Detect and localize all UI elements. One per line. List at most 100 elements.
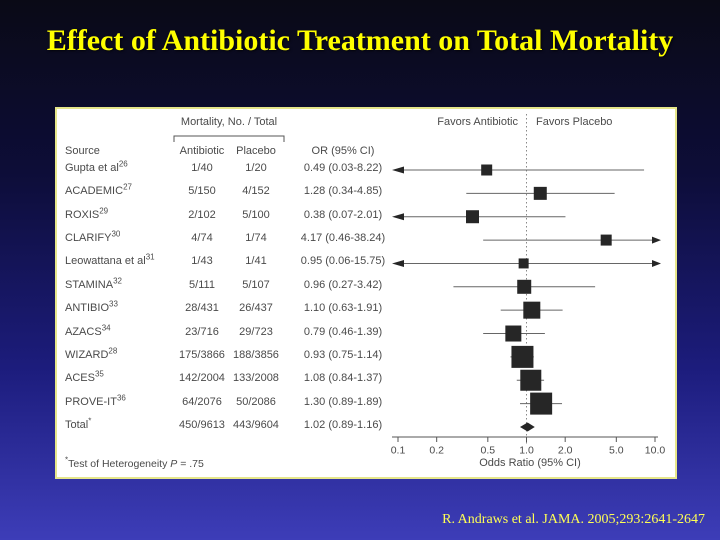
antibiotic-cell: 1/43	[191, 255, 213, 268]
table-row: Leowattana et al31 1/43 1/41 0.95 (0.06-15.…	[57, 252, 407, 271]
table-row: ACADEMIC27 5/150 4/152 1.28 (0.34-4.85)	[57, 182, 407, 201]
source-cell: Total*	[65, 416, 92, 431]
column-header-or: OR (95% CI)	[311, 145, 375, 157]
table-row: ROXIS29 2/102 5/100 0.38 (0.07-2.01)	[57, 206, 407, 225]
x-axis-tick-label: 10.0	[645, 445, 666, 457]
or-ci-cell: 0.95 (0.06-15.75)	[300, 255, 386, 268]
x-axis-tick-label: 1.0	[519, 445, 534, 457]
slide-title: Effect of Antibiotic Treatment on Total …	[46, 24, 674, 57]
column-header-source: Source	[65, 145, 100, 157]
placebo-cell: 1/74	[245, 232, 267, 245]
or-ci-cell: 1.10 (0.63-1.91)	[303, 302, 383, 315]
forest-plot-panel: Mortality, No. / Total Favors Antibiotic…	[55, 107, 677, 479]
or-ci-cell: 1.28 (0.34-4.85)	[303, 185, 383, 198]
table-row: STAMINA32 5/111 5/107 0.96 (0.27-3.42)	[57, 276, 407, 295]
source-cell: STAMINA32	[65, 276, 122, 291]
placebo-cell: 4/152	[242, 185, 270, 198]
table-header-row: Source Antibiotic Placebo OR (95% CI)	[57, 145, 407, 161]
placebo-cell: 443/9604	[233, 419, 279, 431]
or-ci-cell: 0.38 (0.07-2.01)	[303, 208, 383, 221]
table-row: CLARIFY30 4/74 1/74 4.17 (0.46-38.24)	[57, 229, 407, 248]
reference-superscript: 28	[108, 346, 118, 356]
placebo-cell: 133/2008	[233, 372, 279, 385]
table-row-total: Total* 450/9613 443/9604 1.02 (0.89-1.16)	[57, 416, 407, 435]
reference-superscript: 33	[109, 299, 118, 309]
or-point-square	[517, 279, 532, 294]
antibiotic-cell: 5/111	[189, 278, 215, 291]
reference-superscript: 26	[118, 159, 128, 169]
or-point-square	[481, 164, 493, 176]
citation: R. Andraws et al. JAMA. 2005;293:2641-26…	[442, 512, 705, 527]
reference-superscript: 29	[99, 206, 109, 216]
antibiotic-cell: 2/102	[188, 208, 216, 221]
favors-antibiotic-label: Favors Antibiotic	[437, 116, 518, 128]
or-ci-cell: 0.79 (0.46-1.39)	[303, 325, 383, 338]
footnote-asterisk: *	[65, 455, 69, 465]
placebo-cell: 1/41	[245, 255, 267, 268]
x-axis-tick-label: 0.2	[429, 445, 444, 457]
antibiotic-cell: 28/431	[185, 302, 219, 315]
or-point-square	[523, 301, 541, 319]
reference-superscript: 36	[116, 392, 126, 402]
source-cell: ROXIS29	[65, 206, 109, 221]
or-ci-cell: 4.17 (0.46-38.24)	[300, 232, 386, 245]
or-ci-cell: 1.30 (0.89-1.89)	[303, 395, 383, 408]
column-header-placebo: Placebo	[236, 145, 276, 157]
or-point-square	[518, 258, 529, 269]
reference-superscript: 30	[111, 229, 121, 239]
placebo-cell: 50/2086	[236, 395, 276, 408]
source-cell: ACES35	[65, 369, 104, 385]
x-axis-tick-label: 0.1	[391, 445, 406, 457]
or-ci-cell: 0.49 (0.03-8.22)	[303, 162, 383, 174]
or-point-square	[505, 325, 522, 342]
placebo-cell: 188/3856	[233, 348, 279, 361]
reference-superscript: 31	[145, 252, 155, 262]
table-row: WIZARD28 175/3866 188/3856 0.93 (0.75-1.14)	[57, 346, 407, 365]
mortality-group-header: Mortality, No. / Total	[180, 116, 278, 128]
or-ci-cell: 1.02 (0.89-1.16)	[303, 419, 383, 431]
table-row: ACES35 142/2004 133/2008 1.08 (0.84-1.37)	[57, 369, 407, 388]
or-ci-cell: 0.93 (0.75-1.14)	[303, 348, 383, 361]
reference-superscript: 32	[113, 276, 122, 286]
source-cell: CLARIFY30	[65, 229, 121, 245]
table-row: ANTIBIO33 28/431 26/437 1.10 (0.63-1.91)	[57, 299, 407, 318]
or-point-square	[466, 210, 480, 224]
or-point-square	[530, 392, 553, 415]
ci-arrow-right	[652, 259, 661, 267]
or-point-square	[600, 234, 612, 246]
placebo-cell: 26/437	[239, 302, 273, 315]
antibiotic-cell: 175/3866	[179, 348, 225, 361]
reference-superscript: 35	[94, 369, 104, 379]
or-ci-cell: 0.96 (0.27-3.42)	[303, 278, 383, 291]
placebo-cell: 5/100	[242, 208, 270, 221]
source-cell: WIZARD28	[65, 346, 118, 361]
column-header-antibiotic: Antibiotic	[179, 145, 225, 157]
table-row: AZACS34 23/716 29/723 0.79 (0.46-1.39)	[57, 322, 407, 342]
placebo-cell: 5/107	[242, 278, 270, 291]
x-axis-tick-label: 2.0	[558, 445, 573, 457]
reference-superscript: *	[88, 416, 92, 426]
source-cell: ACADEMIC27	[65, 182, 132, 198]
antibiotic-cell: 142/2004	[179, 372, 225, 385]
antibiotic-cell: 5/150	[188, 185, 216, 198]
table-row: Gupta et al26 1/40 1/20 0.49 (0.03-8.22)	[57, 159, 407, 178]
antibiotic-cell: 64/2076	[182, 395, 222, 408]
table-row: PROVE-IT36 64/2076 50/2086 1.30 (0.89-1.89)	[57, 392, 407, 412]
source-cell: ANTIBIO33	[65, 299, 118, 315]
antibiotic-cell: 450/9613	[179, 419, 225, 431]
or-point-square	[533, 186, 547, 200]
heterogeneity-footnote: *Test of Heterogeneity P = .75	[65, 455, 204, 470]
total-diamond	[519, 422, 535, 432]
source-cell: Gupta et al26	[65, 159, 128, 174]
or-point-square	[511, 345, 534, 368]
or-point-square	[520, 369, 542, 391]
x-axis-tick-label: 0.5	[481, 445, 496, 457]
or-ci-cell: 1.08 (0.84-1.37)	[303, 372, 383, 385]
antibiotic-cell: 23/716	[185, 325, 219, 338]
reference-superscript: 34	[101, 322, 111, 332]
antibiotic-cell: 1/40	[191, 162, 213, 174]
group-header-bracket	[173, 135, 285, 142]
source-cell: AZACS34	[65, 322, 111, 338]
source-cell: PROVE-IT36	[65, 392, 126, 408]
